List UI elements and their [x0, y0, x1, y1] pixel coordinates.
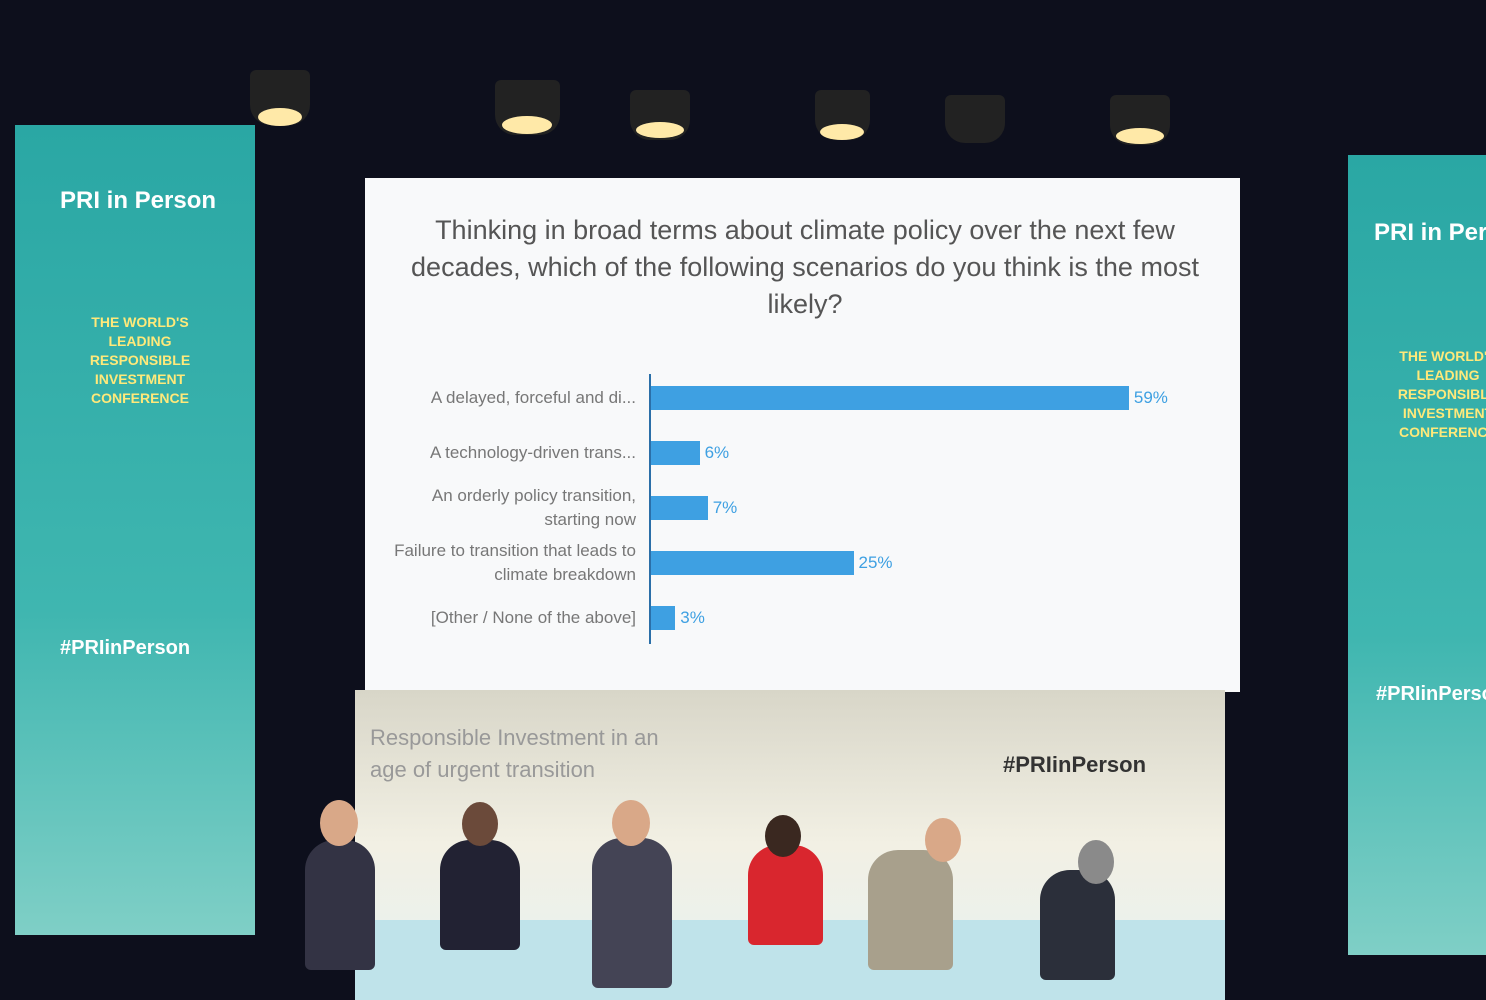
- category-label: A delayed, forceful and di...: [376, 386, 636, 410]
- value-label: 59%: [1134, 388, 1168, 408]
- chart-title: Thinking in broad terms about climate po…: [400, 212, 1210, 323]
- value-label: 7%: [713, 498, 738, 518]
- backdrop-hashtag: #PRIinPerson: [1003, 752, 1146, 778]
- category-label: An orderly policy transition, starting n…: [376, 484, 636, 532]
- banner-tagline: THE WORLD'S LEADING RESPONSIBLE INVESTME…: [1378, 347, 1486, 442]
- panelist: [868, 850, 953, 970]
- bar: [651, 441, 700, 465]
- panelist-head: [320, 800, 358, 846]
- panelist: [1040, 870, 1115, 980]
- banner-hashtag: #PRIinPerson: [60, 637, 190, 660]
- right-banner: PRI in Person THE WORLD'S LEADING RESPON…: [1348, 155, 1486, 955]
- banner-logo: PRI in Person: [1374, 219, 1486, 247]
- panelist: [305, 840, 375, 970]
- light-glow: [502, 116, 552, 134]
- panelist-head: [612, 800, 650, 846]
- photo: PRI in Person THE WORLD'S LEADING RESPON…: [0, 0, 1486, 1000]
- bar: [651, 496, 708, 520]
- light-glow: [636, 122, 684, 138]
- value-label: 6%: [705, 443, 730, 463]
- value-label: 25%: [859, 553, 893, 573]
- light-glow: [258, 108, 302, 126]
- banner-hashtag: #PRIinPerson: [1376, 683, 1486, 706]
- category-label: A technology-driven trans...: [376, 441, 636, 465]
- bar: [651, 386, 1129, 410]
- banner-logo: PRI in Person: [60, 187, 216, 215]
- backdrop-theme: Responsible Investment in an age of urge…: [370, 722, 700, 786]
- panelist: [748, 845, 823, 945]
- stage-light: [945, 95, 1005, 143]
- category-label: [Other / None of the above]: [376, 606, 636, 630]
- light-glow: [1116, 128, 1164, 144]
- panelist-head: [925, 818, 961, 862]
- panelist-head: [1078, 840, 1114, 884]
- value-label: 3%: [680, 608, 705, 628]
- category-label: Failure to transition that leads to clim…: [376, 539, 636, 587]
- panelist: [440, 840, 520, 950]
- panelist-head: [765, 815, 801, 857]
- left-banner: PRI in Person THE WORLD'S LEADING RESPON…: [15, 125, 255, 935]
- bar: [651, 551, 854, 575]
- banner-tagline: THE WORLD'S LEADING RESPONSIBLE INVESTME…: [70, 313, 210, 408]
- bar: [651, 606, 675, 630]
- panelist: [592, 838, 672, 988]
- panelist-head: [462, 802, 498, 846]
- light-glow: [820, 124, 864, 140]
